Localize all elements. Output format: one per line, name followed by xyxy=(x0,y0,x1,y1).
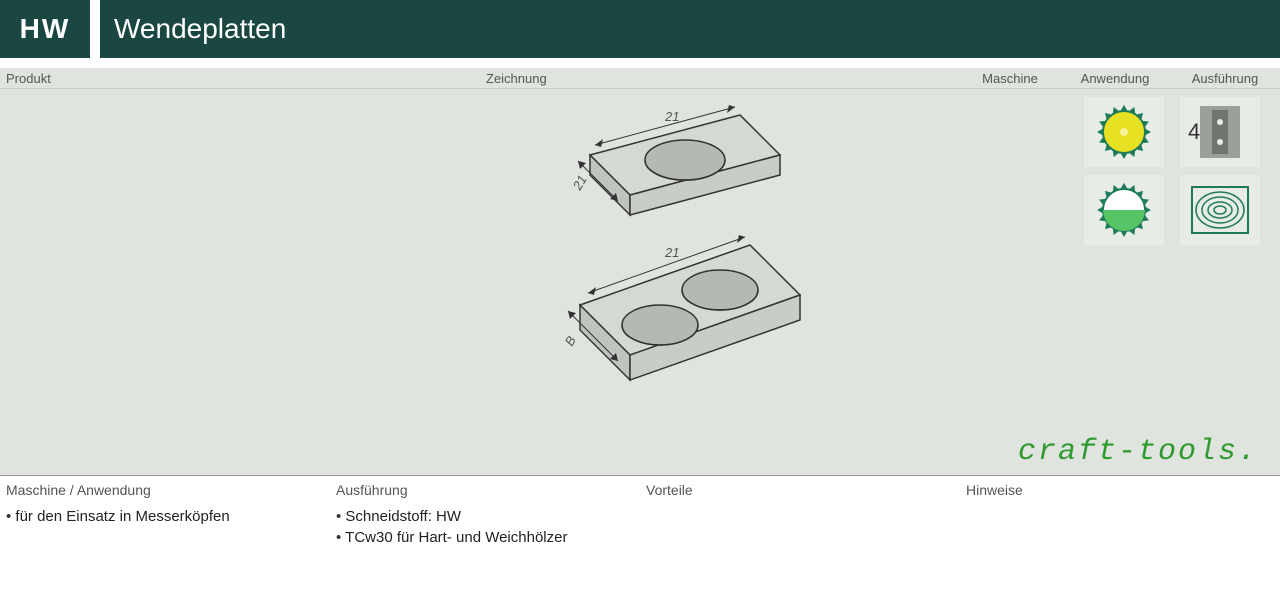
info-section: Maschine / Anwendung für den Einsatz in … xyxy=(0,476,1280,570)
info-title-4: Hinweise xyxy=(966,482,1280,498)
saw-yellow-icon xyxy=(1084,97,1164,167)
plate2-dim-a: 21 xyxy=(664,245,679,260)
info-title-1: Maschine / Anwendung xyxy=(6,482,336,498)
info-title-3: Vorteile xyxy=(646,482,966,498)
page-header: HW Wendeplatten xyxy=(0,0,1280,58)
product-code: HW xyxy=(0,0,90,58)
info-title-2: Ausführung xyxy=(336,482,646,498)
plate1-dim-b: 21 xyxy=(569,172,590,193)
brand-text: craft-tools. xyxy=(1018,435,1258,469)
info-list-2: Schneidstoff: HW TCw30 für Hart- und Weic… xyxy=(336,508,646,546)
main-area: 21 21 21 B xyxy=(0,88,1280,476)
info-col-ausfuehrung: Ausführung Schneidstoff: HW TCw30 für Har… xyxy=(336,482,646,550)
wood-grain-icon xyxy=(1180,175,1260,245)
info-col-maschine: Maschine / Anwendung für den Einsatz in … xyxy=(6,482,336,550)
list-item: für den Einsatz in Messerköpfen xyxy=(6,508,336,525)
icon-grid: 4 xyxy=(1084,97,1260,245)
saw-green-icon xyxy=(1084,175,1164,245)
header-gap xyxy=(90,0,100,58)
list-item: TCw30 für Hart- und Weichhölzer xyxy=(336,529,646,546)
label-anwendung: Anwendung xyxy=(1060,71,1170,88)
info-list-1: für den Einsatz in Messerköpfen xyxy=(6,508,336,525)
label-produkt: Produkt xyxy=(0,71,480,88)
plate-1: 21 21 xyxy=(569,105,780,215)
label-maschine: Maschine xyxy=(960,71,1060,88)
label-zeichnung: Zeichnung xyxy=(480,71,960,88)
plate1-dim-a: 21 xyxy=(664,109,679,124)
info-col-hinweise: Hinweise xyxy=(966,482,1280,550)
plate-2: 21 B xyxy=(562,235,800,380)
info-col-vorteile: Vorteile xyxy=(646,482,966,550)
column-labels-row: Produkt Zeichnung Maschine Anwendung Aus… xyxy=(0,68,1280,88)
label-ausfuehrung: Ausführung xyxy=(1170,71,1280,88)
plate-variant-icon: 4 xyxy=(1180,97,1260,167)
product-title: Wendeplatten xyxy=(100,0,1280,58)
plate2-dim-b: B xyxy=(562,333,579,348)
list-item: Schneidstoff: HW xyxy=(336,508,646,525)
plate-variant-number: 4 xyxy=(1188,119,1200,145)
technical-drawing: 21 21 21 B xyxy=(480,95,860,415)
